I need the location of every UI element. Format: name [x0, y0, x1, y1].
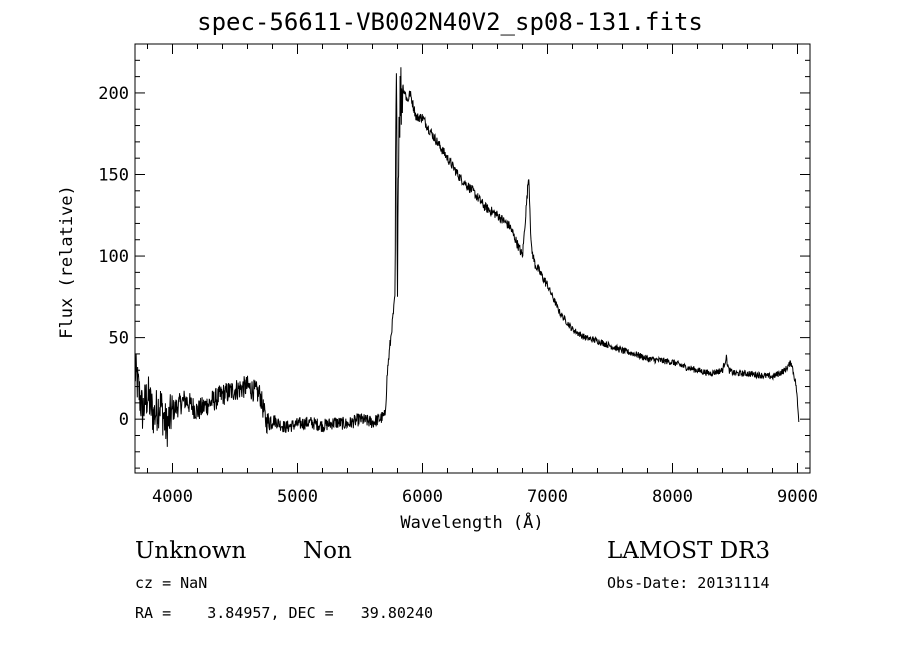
y-tick-label: 0	[119, 410, 129, 430]
y-tick-label: 50	[109, 329, 129, 349]
x-axis-label: Wavelength (Å)	[400, 511, 543, 533]
object-class-label: Unknown	[135, 538, 247, 564]
spectrum-series	[134, 67, 800, 447]
chart-title: spec-56611-VB002N40V2_sp08-131.fits	[197, 8, 703, 36]
y-axis-label: Flux (relative)	[57, 185, 77, 339]
axes-frame	[134, 43, 811, 474]
spectrum-line	[134, 67, 800, 447]
x-tick-label: 6000	[402, 487, 443, 507]
x-tick-label: 8000	[652, 487, 693, 507]
plot-frame	[134, 43, 811, 474]
y-tick-label: 150	[98, 165, 129, 185]
redshift-text: cz = NaN	[135, 574, 208, 592]
x-tick-label: 9000	[777, 487, 818, 507]
obs-date-text: Obs-Date: 20131114	[607, 574, 770, 592]
x-tick-label: 4000	[152, 487, 193, 507]
x-tick-label: 5000	[277, 487, 318, 507]
object-subclass-label: Non	[303, 538, 352, 564]
y-tick-label: 100	[98, 247, 129, 267]
coordinates-text: RA = 3.84957, DEC = 39.80240	[135, 604, 434, 622]
survey-label: LAMOST DR3	[607, 538, 771, 564]
x-tick-label: 7000	[527, 487, 568, 507]
tick-labels: 4000 5000 6000 7000 8000 9000 0 50 100 150 200	[98, 84, 818, 507]
y-tick-label: 200	[98, 84, 129, 104]
tick-marks	[135, 43, 810, 473]
